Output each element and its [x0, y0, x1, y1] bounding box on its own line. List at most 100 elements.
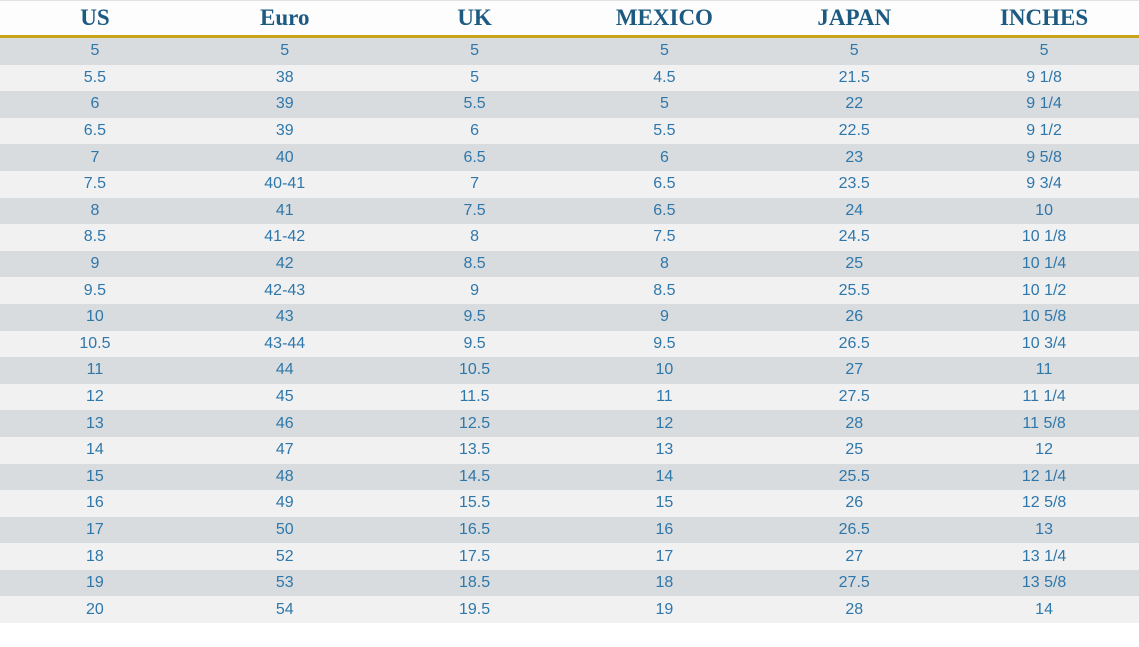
- table-cell: 9.5: [83, 281, 107, 299]
- table-cell: 15.5: [459, 494, 491, 512]
- table-cell: 9: [90, 255, 100, 273]
- table-cell: 17: [655, 547, 674, 565]
- table-cell: 13.5: [459, 441, 491, 459]
- table-cell: 14: [1035, 600, 1053, 618]
- table-row: 8.5 41-42 8 7.5 24.5 10 1/8: [0, 224, 1139, 251]
- table-cell: 26.5: [838, 334, 870, 352]
- table-cell: 16.5: [459, 520, 491, 538]
- table-cell: 5: [470, 42, 480, 60]
- table-cell: 7.5: [463, 201, 486, 219]
- table-cell: 52: [275, 547, 294, 565]
- table-cell: 5: [659, 42, 669, 60]
- table-cell: 10 1/4: [1021, 255, 1067, 273]
- table-cell: 5: [470, 68, 480, 86]
- table-cell: 10: [655, 361, 674, 379]
- header-row: US Euro UK MEXICO JAPAN INCHES: [0, 0, 1139, 38]
- table-cell: 10 3/4: [1021, 334, 1067, 352]
- table-cell: 6: [90, 95, 100, 113]
- table-cell: 14.5: [459, 467, 491, 485]
- table-cell: 42-43: [264, 281, 306, 299]
- table-cell: 14: [655, 467, 674, 485]
- table-cell: 20: [86, 600, 104, 618]
- table-row: 11 44 10.5 10 27 11: [0, 357, 1139, 384]
- table-cell: 27: [845, 547, 864, 565]
- table-cell: 18: [655, 574, 674, 592]
- table-cell: 41: [275, 201, 294, 219]
- table-cell: 18.5: [459, 574, 491, 592]
- column-header-us: US: [0, 0, 190, 38]
- table-row: 9 42 8.5 8 25 10 1/4: [0, 250, 1139, 278]
- table-cell: 23.5: [838, 175, 870, 193]
- column-header-japan: JAPAN: [759, 0, 950, 38]
- table-row: 20 54 19.5 19 28 14: [0, 596, 1139, 624]
- table-row: 5 5 5 5 5 5: [0, 36, 1139, 65]
- table-cell: 39: [275, 122, 294, 140]
- table-header: US Euro UK MEXICO JAPAN INCHES: [0, 0, 1139, 38]
- table-cell: 42: [275, 255, 294, 273]
- table-cell: 5: [1039, 42, 1049, 60]
- table-cell: 9: [470, 281, 480, 299]
- table-cell: 27: [845, 361, 864, 379]
- table-cell: 6.5: [653, 175, 676, 193]
- table-cell: 9: [659, 308, 669, 326]
- column-header-inches: INCHES: [949, 0, 1139, 38]
- column-header-uk: UK: [379, 0, 570, 38]
- table-cell: 17.5: [459, 547, 491, 565]
- table-cell: 41-42: [264, 228, 306, 246]
- table-cell: 12.5: [459, 414, 491, 432]
- table-row: 8 41 7.5 6.5 24 10: [0, 197, 1139, 225]
- table-cell: 13: [1035, 520, 1053, 538]
- table-cell: 43-44: [264, 334, 306, 352]
- table-cell: 10 5/8: [1021, 308, 1067, 326]
- table-row: 17 50 16.5 16 26.5 13: [0, 516, 1139, 544]
- table-cell: 15: [655, 494, 674, 512]
- table-row: 12 45 11.5 11 27.5 11 1/4: [0, 383, 1139, 411]
- table-cell: 50: [275, 520, 294, 538]
- table-cell: 12: [86, 388, 104, 406]
- table-cell: 10.5: [459, 361, 491, 379]
- table-cell: 26: [845, 308, 864, 326]
- table-cell: 28: [845, 600, 864, 618]
- table-cell: 6: [470, 122, 480, 140]
- table-cell: 11.5: [459, 388, 490, 406]
- table-cell: 25: [845, 255, 864, 273]
- table-cell: 8.5: [463, 255, 486, 273]
- table-cell: 7.5: [83, 175, 107, 193]
- table-cell: 24: [845, 201, 864, 219]
- table-cell: 12 1/4: [1021, 467, 1067, 485]
- table-cell: 25: [845, 441, 864, 459]
- table-cell: 11: [1035, 361, 1053, 379]
- table-cell: 9 5/8: [1026, 148, 1062, 166]
- table-cell: 11 5/8: [1022, 414, 1066, 432]
- table-cell: 6.5: [653, 201, 676, 219]
- table-cell: 12: [1035, 441, 1053, 459]
- table-cell: 47: [275, 441, 294, 459]
- table-cell: 8: [470, 228, 480, 246]
- table-cell: 19: [655, 600, 674, 618]
- table-cell: 27.5: [838, 574, 870, 592]
- table-cell: 9.5: [463, 308, 486, 326]
- table-cell: 21.5: [838, 68, 870, 86]
- table-row: 15 48 14.5 14 25.5 12 1/4: [0, 463, 1139, 491]
- table-cell: 5: [280, 42, 290, 60]
- table-cell: 44: [275, 361, 294, 379]
- table-cell: 12 5/8: [1021, 494, 1067, 512]
- table-cell: 22: [845, 95, 864, 113]
- table-cell: 9 1/2: [1026, 122, 1062, 140]
- table-row: 6 39 5.5 5 22 9 1/4: [0, 91, 1139, 118]
- table-row: 19 53 18.5 18 27.5 13 5/8: [0, 569, 1139, 597]
- table-cell: 5.5: [83, 68, 107, 86]
- table-cell: 11 1/4: [1022, 388, 1066, 406]
- table-cell: 53: [275, 574, 294, 592]
- table-cell: 22.5: [838, 122, 870, 140]
- table-cell: 10 1/8: [1021, 228, 1067, 246]
- table-cell: 8: [90, 201, 100, 219]
- table-cell: 11: [656, 388, 673, 406]
- table-cell: 49: [275, 494, 294, 512]
- table-cell: 9 3/4: [1026, 175, 1062, 193]
- table-cell: 26.5: [838, 520, 870, 538]
- table-cell: 45: [275, 388, 294, 406]
- table-cell: 15: [86, 467, 104, 485]
- table-cell: 10: [1035, 201, 1053, 219]
- table-cell: 40: [275, 148, 294, 166]
